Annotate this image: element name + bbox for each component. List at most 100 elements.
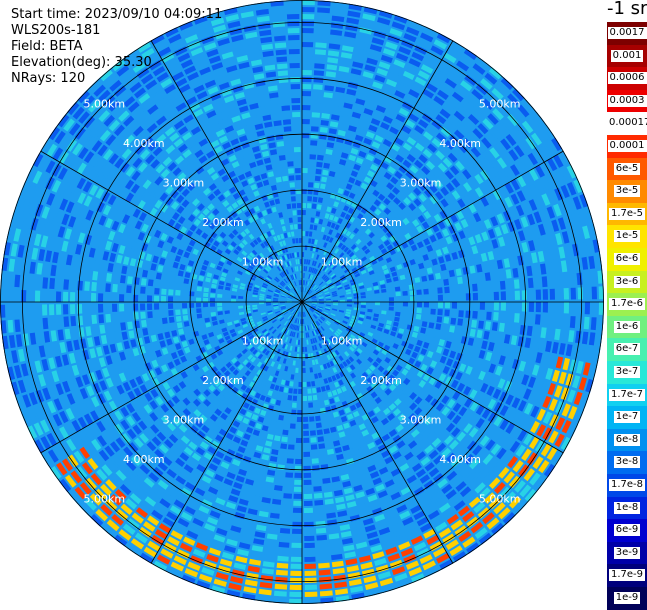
ppi-cell	[383, 197, 391, 206]
ppi-cell	[370, 544, 383, 553]
ppi-cell	[249, 558, 261, 566]
ppi-cell	[295, 288, 298, 294]
ppi-cell	[260, 355, 267, 362]
ppi-cell	[309, 317, 312, 322]
ppi-cell	[201, 475, 212, 484]
ppi-cell	[256, 159, 264, 166]
ppi-cell	[274, 127, 283, 134]
ppi-cell	[292, 126, 301, 132]
ppi-cell	[266, 256, 271, 262]
ppi-cell	[294, 231, 298, 237]
ppi-cell	[72, 204, 81, 216]
ppi-cell	[213, 398, 221, 407]
ppi-cell	[291, 542, 302, 549]
ppi-cell	[454, 444, 464, 455]
ppi-cell	[373, 199, 381, 207]
ppi-cell	[538, 339, 545, 351]
ppi-cell	[234, 167, 243, 175]
ppi-cell	[152, 342, 160, 350]
ppi-cell	[251, 249, 258, 256]
ppi-cell	[59, 426, 69, 439]
ppi-cell	[308, 182, 314, 188]
ppi-cell	[188, 414, 197, 423]
ppi-cell	[289, 70, 300, 76]
ppi-cell	[248, 405, 256, 412]
ppi-cell	[334, 321, 340, 326]
ppi-cell	[434, 380, 443, 389]
ppi-cell	[378, 427, 387, 436]
ppi-cell	[231, 295, 237, 299]
ppi-cell	[132, 208, 141, 218]
ppi-cell	[314, 344, 318, 351]
ppi-cell	[514, 302, 520, 312]
ppi-cell	[428, 322, 435, 329]
ppi-cell	[283, 278, 288, 284]
ppi-cell	[238, 289, 245, 293]
ppi-cell	[267, 367, 273, 374]
ppi-cell	[303, 472, 312, 478]
ppi-cell	[41, 290, 48, 302]
ppi-cell	[212, 320, 218, 326]
ppi-cell	[350, 244, 357, 250]
ppi-cell	[63, 279, 70, 290]
ppi-cell	[192, 198, 200, 207]
ppi-cell	[240, 11, 254, 19]
ppi-cell	[233, 121, 244, 130]
ppi-cell	[282, 320, 287, 325]
ppi-cell	[347, 10, 361, 18]
ppi-cell	[555, 356, 564, 369]
ppi-cell	[315, 312, 320, 316]
ppi-cell	[214, 269, 221, 276]
ppi-cell	[306, 381, 311, 387]
ppi-cell	[123, 115, 135, 127]
ppi-cell	[277, 341, 282, 347]
ppi-cell	[204, 356, 212, 364]
ppi-cell	[505, 357, 513, 368]
ppi-cell	[155, 211, 164, 220]
ppi-cell	[307, 325, 310, 331]
ppi-cell	[268, 375, 274, 382]
ppi-cell	[400, 547, 414, 557]
ppi-cell	[255, 266, 262, 272]
ppi-cell	[125, 349, 133, 359]
ppi-cell	[304, 591, 318, 597]
ppi-cell	[133, 285, 139, 294]
ppi-cell	[456, 60, 470, 72]
ppi-cell	[319, 576, 332, 583]
ppi-cell	[416, 308, 422, 314]
ppi-cell	[89, 348, 97, 359]
ppi-cell	[264, 483, 274, 490]
ppi-cell	[475, 83, 488, 96]
ppi-cell	[225, 314, 231, 319]
ppi-cell	[385, 324, 391, 330]
ppi-cell	[263, 319, 270, 324]
ppi-cell	[283, 182, 289, 189]
ppi-cell	[378, 10, 393, 19]
ppi-cell	[288, 168, 294, 174]
ppi-cell	[314, 337, 318, 343]
ppi-cell	[297, 217, 302, 223]
ppi-cell	[408, 58, 421, 68]
ppi-cell	[395, 154, 405, 163]
ppi-cell	[318, 304, 324, 307]
ppi-cell	[426, 350, 434, 359]
ppi-cell	[304, 346, 308, 352]
ppi-cell	[534, 378, 543, 391]
ppi-cell	[238, 299, 244, 302]
ppi-cell	[201, 334, 208, 340]
ppi-cell	[335, 340, 341, 346]
ppi-cell	[51, 179, 62, 193]
ppi-cell	[282, 309, 287, 312]
ppi-cell	[176, 276, 183, 283]
ppi-cell	[534, 277, 541, 288]
ppi-cell	[283, 387, 289, 393]
ppi-cell	[217, 213, 225, 221]
ppi-cell	[164, 126, 176, 137]
ppi-cell	[270, 271, 275, 277]
ppi-cell	[71, 405, 81, 417]
ppi-cell	[508, 475, 521, 488]
ppi-cell	[167, 422, 177, 432]
ppi-cell	[128, 442, 139, 453]
ppi-cell	[321, 176, 328, 183]
ppi-cell	[239, 332, 245, 338]
